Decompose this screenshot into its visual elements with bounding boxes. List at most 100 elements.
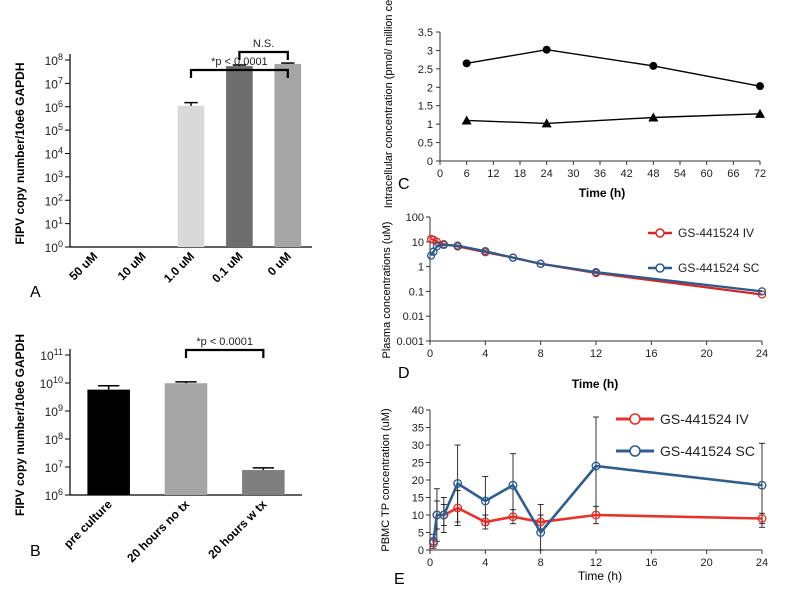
panel-letter: C [398, 176, 410, 193]
y-tick-label: 107 [45, 75, 63, 91]
y-tick-label: 109 [45, 403, 63, 419]
y-tick-label: 108 [45, 52, 63, 68]
legend-marker [655, 228, 665, 238]
x-tick-label: 30 [567, 168, 579, 180]
panel-a-bar-chart: 100 101 102 103 104 105 106 107 108 50 uM 10 uM 1.0… [13, 38, 312, 301]
x-tick-label: 24 [756, 348, 768, 360]
x-tick-label: 16 [645, 348, 657, 360]
x-tick-label: 20 hours w tx [205, 497, 269, 561]
x-tick-label: pre culture [61, 497, 115, 551]
data-point [542, 45, 551, 54]
data-point [453, 479, 463, 489]
y-tick-label: 0.1 [409, 286, 424, 298]
x-tick-label: 20 [701, 557, 713, 569]
data-point [536, 528, 546, 538]
x-tick-label: 12 [590, 557, 602, 569]
x-tick-label: 48 [647, 168, 659, 180]
data-point [453, 503, 463, 513]
panel-letter: D [398, 365, 410, 382]
y-axis-label: Intracellular concentration (pmol/ milli… [383, 0, 395, 208]
panel-letter: A [30, 284, 41, 301]
y-tick-label: 2.5 [418, 64, 433, 76]
bar [242, 470, 285, 495]
bar [164, 383, 208, 495]
x-tick-label: 50 uM [66, 249, 100, 283]
x-tick-label: 10 uM [115, 249, 149, 283]
y-tick-label: 40 [412, 405, 424, 417]
x-tick-label: 0.1 uM [209, 249, 245, 285]
legend-label: GS-441524 IV [678, 226, 754, 240]
legend-label: GS-441524 IV [660, 411, 749, 427]
x-tick-label: 0 [427, 557, 433, 569]
data-point [481, 246, 490, 256]
significance-bracket [189, 68, 289, 78]
series-line [466, 113, 761, 125]
data-point [757, 287, 767, 296]
y-tick-label: 0.5 [418, 138, 433, 150]
series-line [432, 464, 763, 542]
data-point [536, 517, 546, 527]
data-point [536, 259, 545, 268]
data-point [453, 241, 462, 250]
data-point [591, 510, 601, 520]
data-point [756, 82, 764, 91]
series-line [466, 48, 761, 87]
y-tick-label: 1.5 [418, 101, 433, 113]
y-tick-label: 0 [427, 156, 433, 168]
x-tick-label: 24 [756, 557, 768, 569]
x-tick-label: 20 hours no tx [124, 497, 192, 565]
y-tick-label: 3.5 [418, 27, 433, 39]
y-tick-label: 2 [427, 82, 433, 94]
y-tick-label: 0.01 [403, 311, 424, 323]
data-point [508, 253, 518, 262]
y-tick-label: 100 [406, 212, 424, 224]
y-axis-label: FIPV copy number/10e6 GAPDH [13, 62, 27, 244]
x-tick-label: 12 [487, 168, 499, 180]
x-tick-label: 4 [482, 348, 488, 360]
y-tick-label: 101 [45, 216, 63, 232]
data-point [648, 112, 659, 122]
y-tick-label: 10 [412, 510, 424, 522]
y-axis-label: Plasma concentrations (uM) [381, 222, 393, 359]
y-tick-label: 30 [412, 440, 424, 452]
data-point [757, 514, 767, 524]
x-tick-label: 8 [538, 348, 544, 360]
legend-label: GS-441524 SC [678, 261, 760, 275]
panel-e-line-chart: 0 5 10 15 20 25 30 35 40 0 4 8 12 16 20 24 GS-441524 IV G… [380, 405, 768, 588]
x-tick-label: 0 [427, 348, 433, 360]
x-tick-label: 0 [437, 168, 443, 180]
data-point [591, 461, 601, 471]
y-tick-label: 106 [45, 487, 63, 503]
x-axis-label: Time (h) [572, 377, 618, 391]
x-tick-label: 6 [464, 168, 470, 180]
y-axis-label: PBMC TP concentration (uM) [380, 408, 392, 551]
x-tick-label: 1.0 uM [161, 249, 197, 285]
y-tick-label: 104 [45, 146, 63, 162]
bar [177, 105, 205, 248]
significance-bracket [238, 50, 289, 60]
x-tick-label: 18 [514, 168, 526, 180]
data-point [439, 510, 449, 520]
y-tick-label: 1 [418, 262, 424, 274]
data-point [480, 496, 490, 506]
y-tick-label: 1011 [40, 347, 63, 363]
y-tick-label: 20 [412, 475, 424, 487]
y-tick-label: 100 [45, 239, 63, 255]
data-point [591, 267, 601, 277]
x-tick-label: 24 [541, 168, 553, 180]
y-tick-label: 15 [412, 493, 424, 505]
y-tick-label: 0 [418, 545, 424, 557]
legend-marker [655, 263, 665, 273]
data-point [480, 517, 490, 527]
bar [274, 63, 302, 248]
data-point [432, 237, 442, 246]
panel-d-line-chart: 0.001 0.01 0.1 1 10 100 0 4 8 12 16 20 24 GS-441524 I… [381, 212, 768, 391]
x-tick-label: 8 [538, 557, 544, 569]
significance-label: N.S. [253, 38, 274, 50]
data-point [541, 118, 552, 128]
x-axis-label: Time (h) [579, 186, 625, 200]
y-tick-label: 102 [45, 192, 63, 208]
bar [87, 389, 130, 495]
